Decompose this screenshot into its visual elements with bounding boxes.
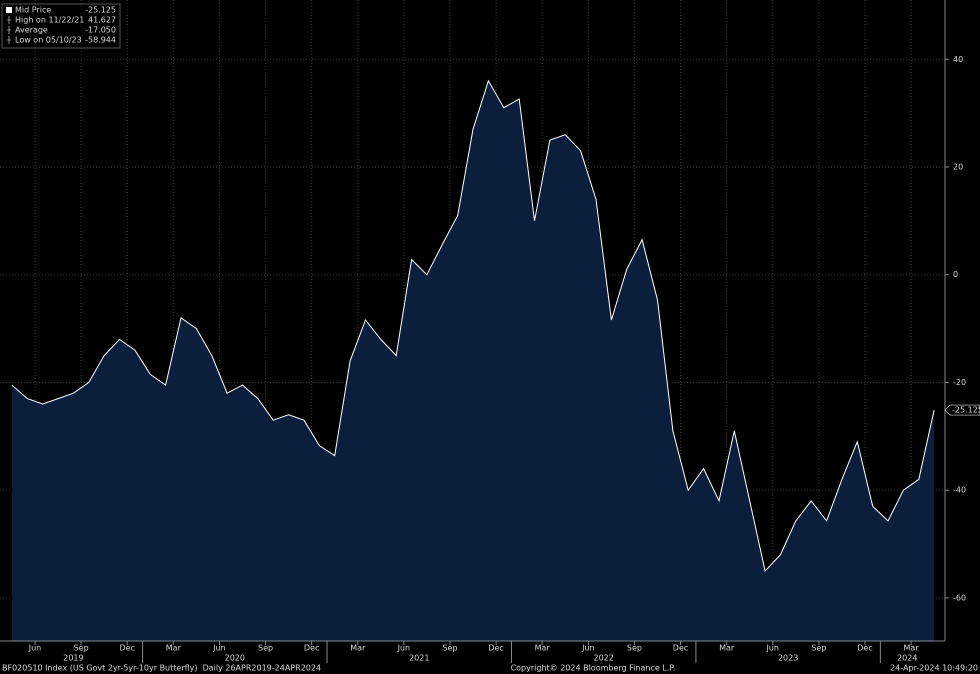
x-tick-label: Dec: [119, 644, 134, 653]
legend-swatch: [6, 7, 12, 13]
year-label: 2019: [63, 654, 83, 663]
year-label: 2022: [594, 654, 614, 663]
legend-name: Low on 05/10/23: [15, 36, 82, 45]
plot-area: [0, 0, 945, 642]
year-label: 2024: [897, 654, 917, 663]
legend-value: -25.125: [85, 6, 116, 15]
x-tick-label: Sep: [442, 644, 457, 653]
x-tick-label: Mar: [166, 644, 182, 653]
x-tick-label: Jun: [397, 644, 411, 653]
x-tick-label: Jun: [581, 644, 595, 653]
area-fill: [11, 80, 935, 642]
x-tick-label: Sep: [74, 644, 89, 653]
x-tick-label: Dec: [304, 644, 319, 653]
legend-name: High on 11/22/21: [15, 16, 84, 25]
x-tick-label: Dec: [673, 644, 688, 653]
legend-value: -17.050: [85, 26, 116, 35]
x-tick-label: Mar: [535, 644, 551, 653]
x-tick-label: Mar: [350, 644, 366, 653]
price-line: [11, 79, 935, 573]
y-tick-label: -40: [953, 486, 966, 495]
year-label: 2023: [778, 654, 798, 663]
y-tick-label: 20: [953, 162, 963, 171]
year-label: 2021: [409, 654, 429, 663]
legend-icon: [7, 36, 11, 44]
last-value-label: -25.125: [952, 406, 980, 415]
y-tick-label: 40: [953, 55, 963, 64]
y-tick-label: 0: [953, 270, 958, 279]
legend-icon: [7, 26, 11, 34]
legend-name: Average: [15, 26, 48, 35]
legend-icon: [7, 16, 11, 24]
x-tick-label: Dec: [857, 644, 872, 653]
x-tick-label: Sep: [627, 644, 642, 653]
last-value-tag: [944, 404, 980, 416]
legend-value: 41.627: [88, 16, 116, 25]
x-tick-label: Sep: [811, 644, 826, 653]
x-tick-label: Sep: [258, 644, 273, 653]
x-tick-label: Mar: [904, 644, 920, 653]
x-tick-label: Dec: [488, 644, 503, 653]
footer-right: 24-Apr-2024 10:49:20: [890, 664, 978, 673]
footer-left: BF020510 Index (US Govt 2yr-5yr-10yr But…: [2, 664, 321, 673]
legend-name: Mid Price: [15, 6, 51, 15]
x-tick-label: Mar: [719, 644, 735, 653]
y-tick-label: -60: [953, 593, 966, 602]
legend-value: -58.944: [85, 36, 116, 45]
year-label: 2020: [225, 654, 245, 663]
x-tick-label: Jun: [212, 644, 226, 653]
x-tick-label: Jun: [766, 644, 780, 653]
footer-center: Copyright© 2024 Bloomberg Finance L.P.: [511, 664, 676, 673]
x-tick-label: Jun: [28, 644, 42, 653]
y-tick-label: -20: [953, 378, 966, 387]
legend-box: [1, 3, 121, 49]
